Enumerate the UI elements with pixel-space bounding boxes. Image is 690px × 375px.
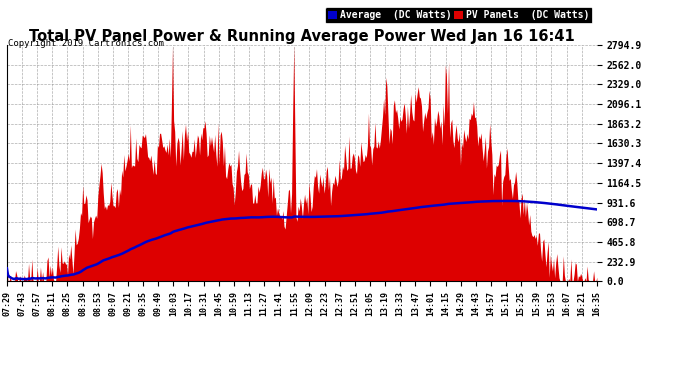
Title: Total PV Panel Power & Running Average Power Wed Jan 16 16:41: Total PV Panel Power & Running Average P…	[29, 29, 575, 44]
Text: Copyright 2019 Cartronics.com: Copyright 2019 Cartronics.com	[8, 39, 164, 48]
Legend: Average  (DC Watts), PV Panels  (DC Watts): Average (DC Watts), PV Panels (DC Watts)	[325, 7, 592, 23]
